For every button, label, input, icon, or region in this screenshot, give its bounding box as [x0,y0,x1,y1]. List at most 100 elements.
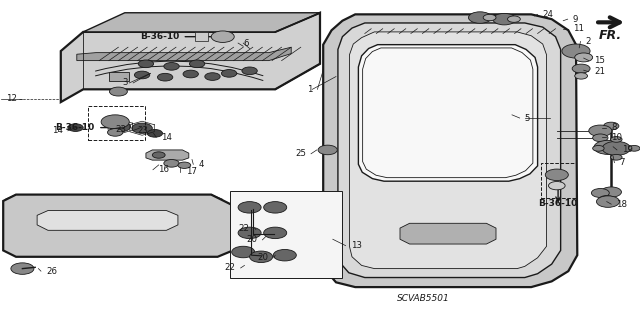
Text: 22: 22 [239,224,250,233]
Text: 22: 22 [225,263,236,272]
Polygon shape [338,23,561,278]
Circle shape [68,124,83,131]
Circle shape [178,162,191,168]
Text: 18: 18 [616,200,627,209]
Circle shape [250,251,273,263]
Text: 5: 5 [525,114,531,122]
Text: SCVAB5501: SCVAB5501 [397,294,449,303]
Circle shape [572,64,590,73]
Text: 3: 3 [122,78,128,87]
Circle shape [508,16,520,22]
Polygon shape [83,13,320,32]
Text: 4: 4 [198,160,204,169]
Circle shape [164,63,179,70]
Text: 14: 14 [161,133,172,142]
Polygon shape [400,223,496,244]
Bar [541,163,576,198]
Circle shape [264,202,287,213]
Text: 6: 6 [243,39,249,48]
Circle shape [604,122,619,130]
Circle shape [548,182,565,190]
Text: 19: 19 [622,145,633,154]
Circle shape [109,87,127,96]
Text: B-36-10: B-36-10 [56,123,95,132]
Text: 23: 23 [115,125,126,134]
Bar [195,32,208,41]
Text: 26: 26 [46,267,57,276]
Text: 13: 13 [351,241,362,250]
Circle shape [483,14,496,21]
Bar [109,72,129,81]
Circle shape [110,122,131,132]
Circle shape [468,12,492,23]
Text: 25: 25 [295,149,306,158]
Circle shape [562,44,590,58]
Circle shape [108,129,123,136]
Circle shape [594,140,622,154]
Bar [230,191,342,278]
Circle shape [628,145,640,151]
Circle shape [599,196,614,203]
Circle shape [593,134,608,142]
Circle shape [189,60,205,68]
Circle shape [264,227,287,239]
Text: 8: 8 [611,123,617,132]
Circle shape [611,137,622,142]
Text: 24: 24 [543,10,554,19]
Text: 10: 10 [611,133,622,142]
Text: 20: 20 [258,253,269,262]
Circle shape [152,152,165,158]
Text: 16: 16 [158,165,169,174]
Text: 12: 12 [6,94,17,103]
Circle shape [493,13,516,25]
Polygon shape [363,48,533,178]
Polygon shape [61,13,320,102]
Circle shape [589,125,612,137]
Polygon shape [146,150,189,160]
Text: 11: 11 [573,24,584,33]
Text: 21: 21 [594,67,605,76]
Text: B-36-10: B-36-10 [140,32,179,41]
Circle shape [164,160,179,167]
Polygon shape [37,211,178,230]
Circle shape [611,154,622,160]
Text: 23: 23 [138,126,148,135]
Circle shape [211,31,234,42]
Polygon shape [323,14,577,287]
Circle shape [242,67,257,75]
Bar [88,106,145,140]
Circle shape [591,189,609,197]
Circle shape [157,73,173,81]
Circle shape [575,53,593,62]
Circle shape [318,145,337,155]
Circle shape [602,141,630,155]
Text: 15: 15 [594,56,605,65]
Circle shape [232,246,255,258]
Polygon shape [77,47,291,61]
Circle shape [575,73,588,79]
Text: B-36-10: B-36-10 [538,199,578,208]
Text: FR.: FR. [598,29,621,42]
Circle shape [221,70,237,77]
Circle shape [138,60,154,68]
Circle shape [601,187,621,197]
Text: 20: 20 [246,235,257,244]
Text: 17: 17 [186,167,196,176]
Circle shape [545,169,568,181]
Polygon shape [349,32,547,269]
Circle shape [596,196,620,207]
Circle shape [183,70,198,78]
Circle shape [101,115,129,129]
Polygon shape [358,45,538,181]
Text: 7: 7 [620,158,625,167]
Text: 2: 2 [586,37,591,46]
Circle shape [11,263,34,274]
Circle shape [238,227,261,239]
Text: 9: 9 [573,15,578,24]
Circle shape [147,130,163,137]
Circle shape [205,73,220,80]
Circle shape [132,123,152,133]
Circle shape [238,202,261,213]
Circle shape [593,145,604,151]
Circle shape [134,71,150,79]
